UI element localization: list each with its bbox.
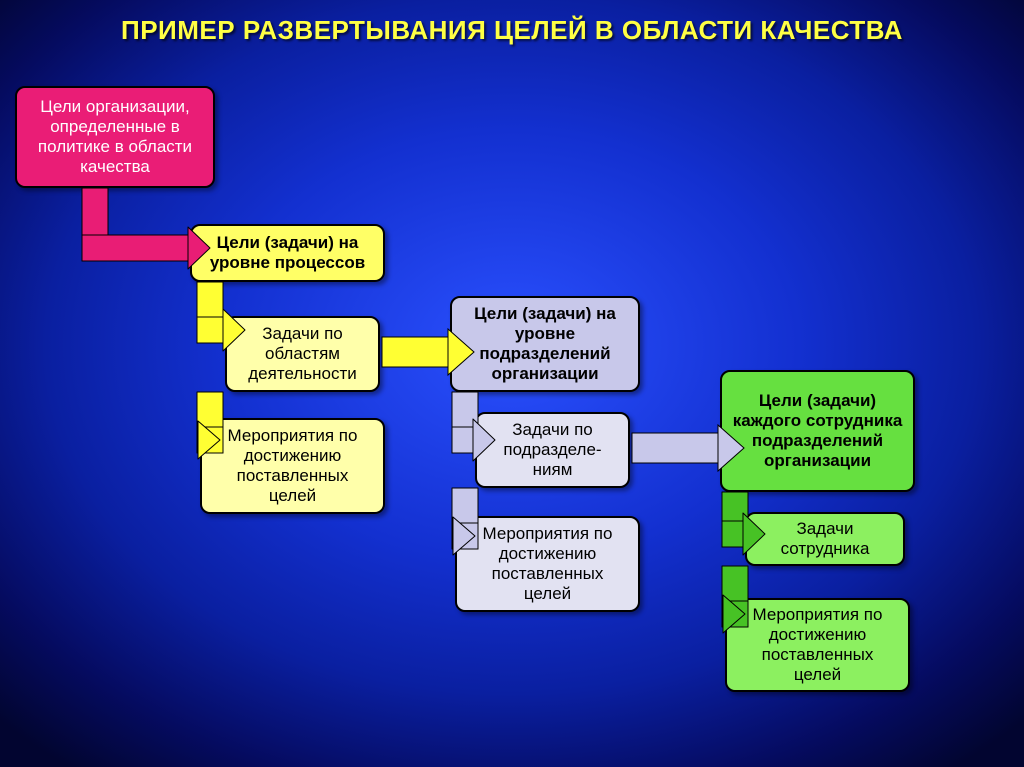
slide-stage: ПРИМЕР РАЗВЕРТЫВАНИЯ ЦЕЛЕЙ В ОБЛАСТИ КАЧ… (0, 0, 1024, 767)
arrows-layer (0, 0, 1024, 767)
